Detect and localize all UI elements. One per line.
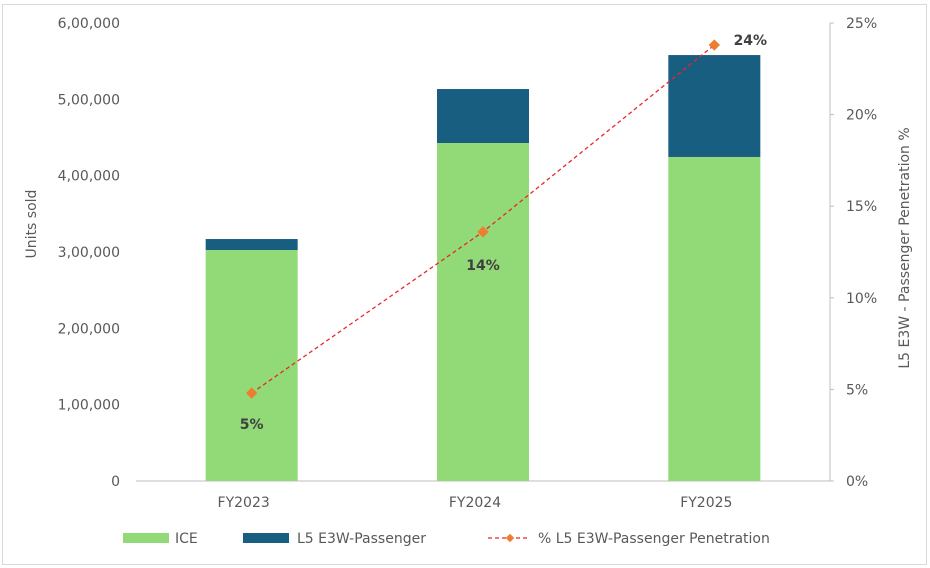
y2-tick-label: 0% — [846, 474, 868, 490]
y-tick-label: 2,00,000 — [58, 321, 120, 337]
bar-ice-fy2023 — [205, 250, 298, 481]
legend: ICE L5 E3W-Passenger % L5 E3W-Passenger Pe… — [123, 531, 770, 547]
penetration-marker — [246, 387, 258, 399]
legend-label-l5-e3w-passenger: L5 E3W-Passenger — [297, 531, 426, 547]
penetration-data-label: 5% — [240, 417, 264, 433]
legend-label-ice: ICE — [175, 531, 198, 547]
legend-label-penetration: % L5 E3W-Passenger Penetration — [538, 531, 770, 547]
y-tick-label: 1,00,000 — [58, 398, 120, 414]
bar-l5-e3w-passenger-fy2023 — [205, 239, 298, 251]
penetration-data-label: 14% — [466, 258, 500, 274]
bar-ice-fy2025 — [668, 156, 761, 481]
y2-axis-title: L5 E3W - Passenger Penetration % — [897, 127, 913, 368]
y2-tick-label: 10% — [846, 291, 877, 307]
y2-tick-label: 5% — [846, 382, 868, 398]
y2-tick-label: 25% — [846, 16, 877, 32]
y-tick-label: 4,00,000 — [58, 169, 120, 185]
legend-swatch-l5-e3w-passenger — [243, 533, 289, 543]
y-tick-label: 6,00,000 — [58, 16, 120, 32]
x-tick-label: FY2025 — [680, 495, 732, 511]
penetration-data-label: 24% — [734, 33, 768, 49]
y-tick-label: 5,00,000 — [58, 92, 120, 108]
y-tick-label: 3,00,000 — [58, 245, 120, 261]
bar-l5-e3w-passenger-fy2024 — [437, 89, 529, 143]
y2-tick-label: 20% — [846, 108, 877, 124]
bar-l5-e3w-passenger-fy2025 — [668, 55, 761, 157]
bar-ice-fy2024 — [437, 142, 529, 481]
penetration-marker — [708, 39, 720, 51]
penetration-marker — [477, 226, 489, 238]
legend-swatch-ice — [123, 533, 169, 543]
y-tick-label: 0 — [111, 474, 120, 490]
y2-tick-label: 15% — [846, 199, 877, 215]
x-tick-label: FY2023 — [218, 495, 270, 511]
y-axis-title: Units sold — [24, 190, 40, 259]
legend-swatch-penetration-marker — [505, 533, 515, 543]
x-tick-label: FY2024 — [449, 495, 501, 511]
